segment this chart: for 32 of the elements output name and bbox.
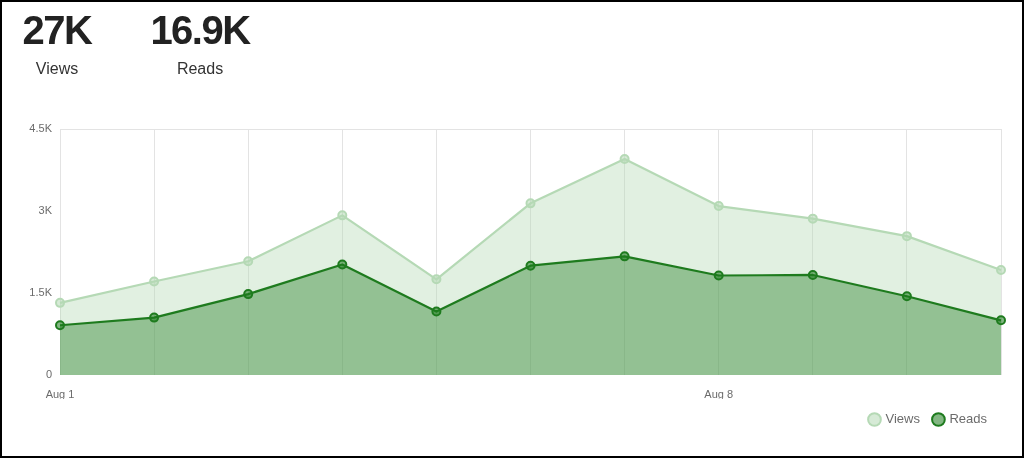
point	[149, 312, 160, 323]
point	[901, 291, 912, 302]
text: 27K	[21, 8, 93, 52]
point	[337, 210, 348, 221]
point	[619, 251, 630, 262]
text: 16.9K	[149, 8, 252, 52]
y-tick-label: 4.5K	[29, 122, 53, 135]
point	[901, 231, 912, 242]
point	[149, 276, 160, 287]
point	[55, 320, 65, 331]
y-tick-label: 0	[45, 368, 52, 381]
y-tick-label: 3K	[38, 204, 53, 217]
point	[713, 201, 724, 212]
point	[713, 270, 724, 281]
point	[243, 256, 254, 267]
point	[431, 306, 442, 317]
point	[996, 315, 1006, 326]
point	[525, 260, 536, 271]
point	[431, 274, 442, 285]
point	[619, 154, 630, 165]
y-tick-label: 1.5K	[29, 286, 53, 299]
point	[525, 198, 536, 209]
point	[807, 269, 818, 280]
legend-label: Reads	[949, 411, 988, 427]
point	[243, 289, 254, 300]
point	[55, 297, 65, 308]
point	[337, 259, 348, 270]
text: Views	[34, 60, 80, 78]
text: Reads	[175, 60, 225, 78]
point	[996, 265, 1006, 276]
point	[807, 213, 818, 224]
legend-label: Views	[885, 411, 921, 427]
